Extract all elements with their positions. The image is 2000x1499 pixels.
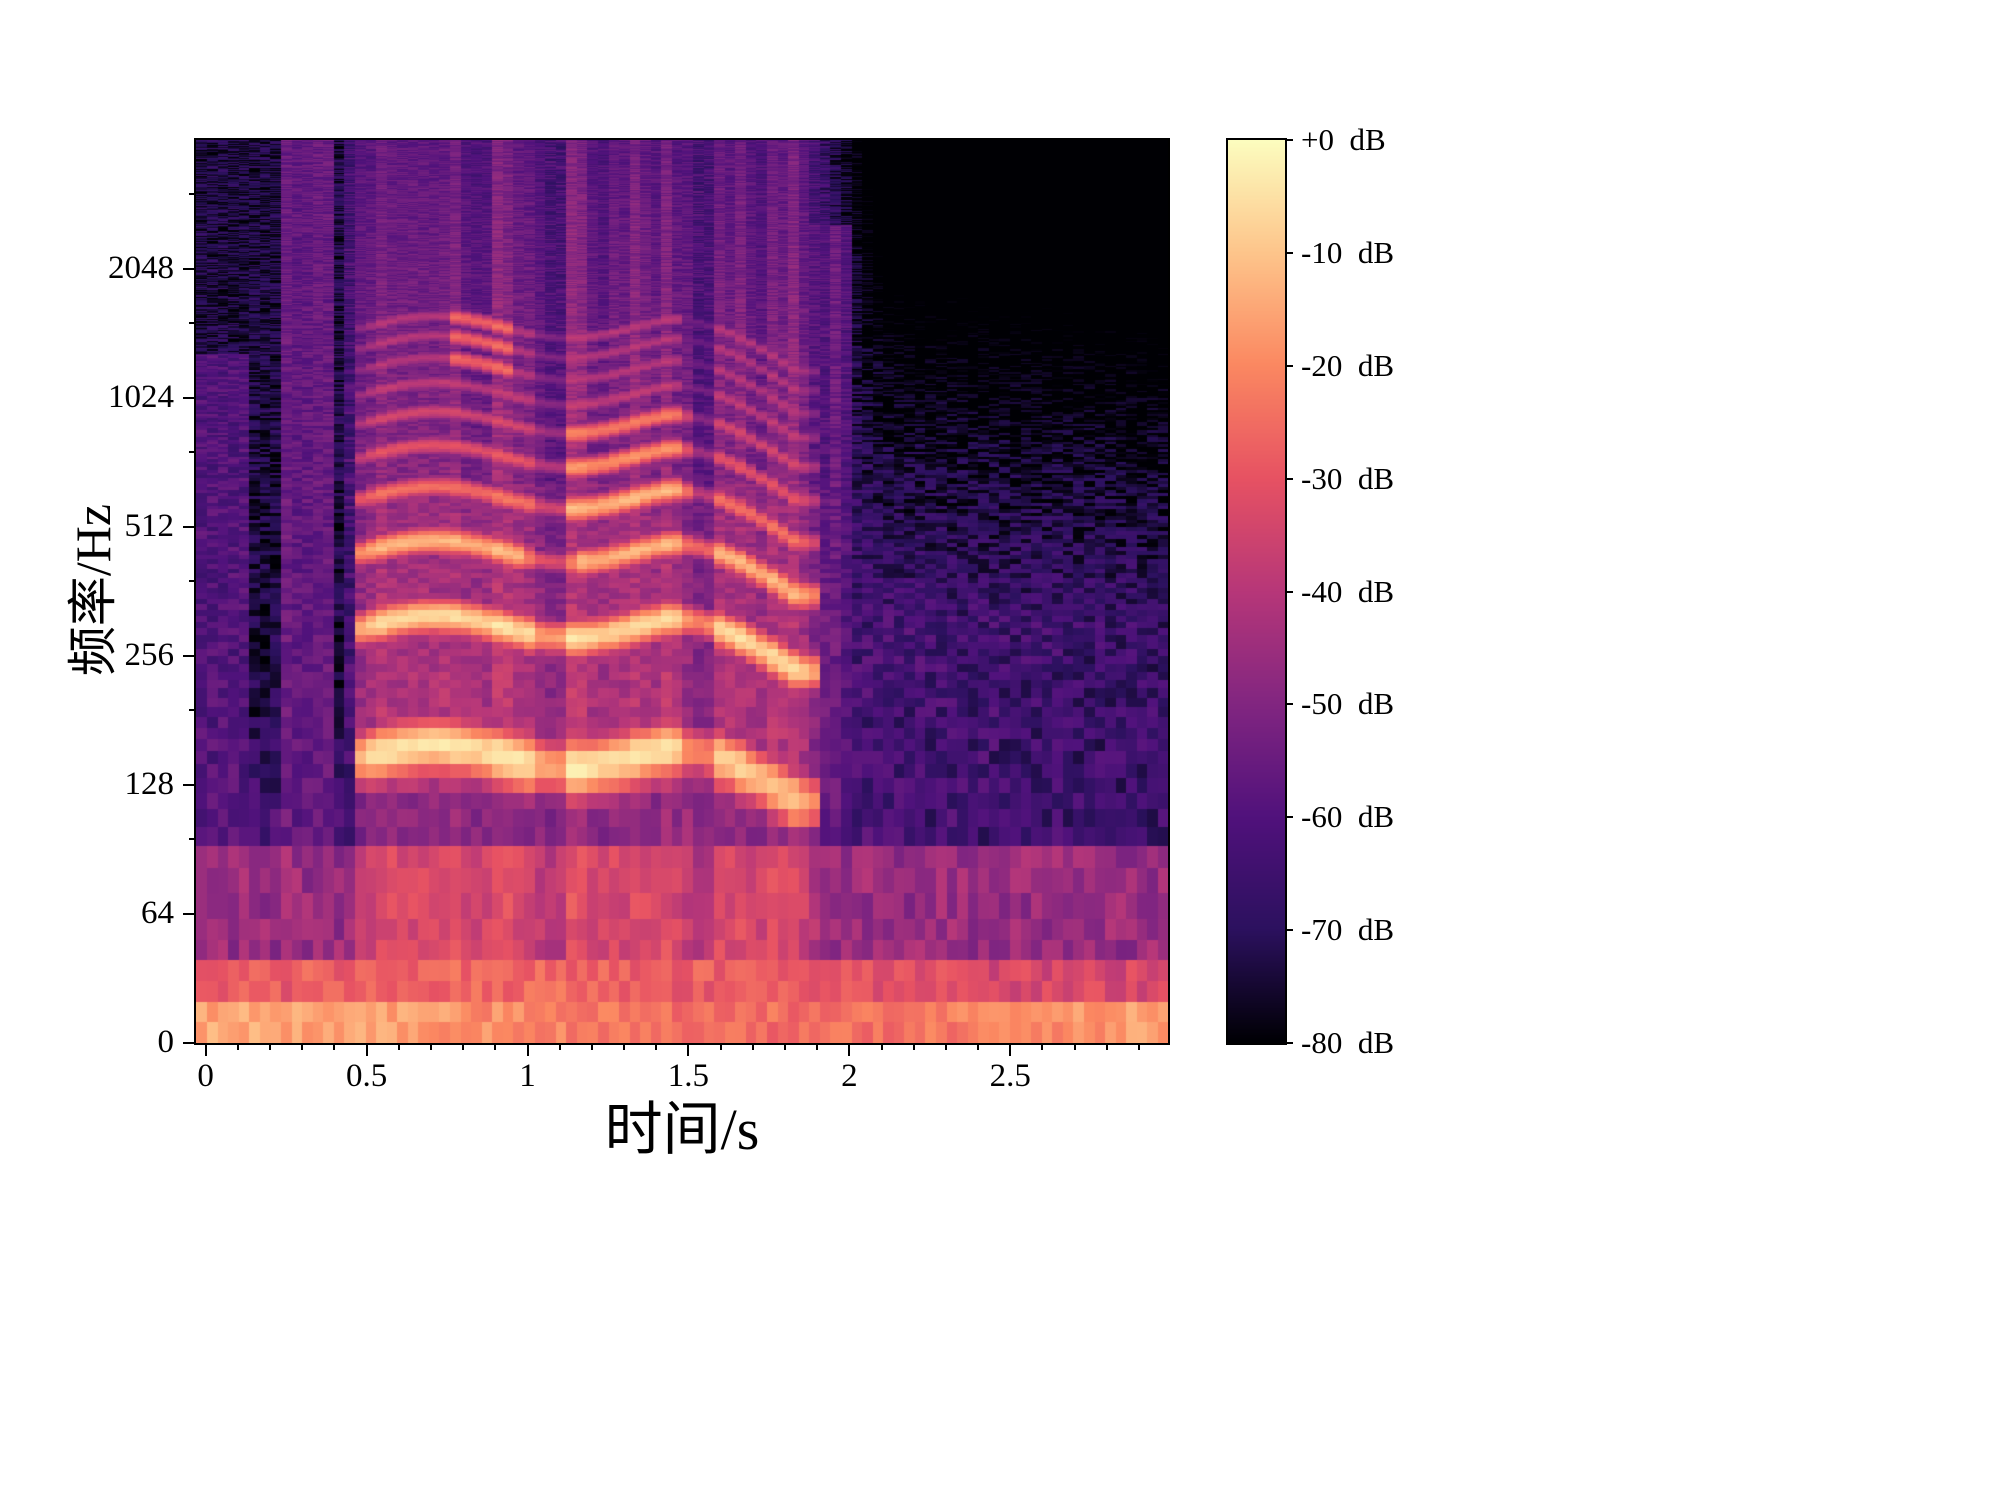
y-axis-title: 频率/Hz xyxy=(65,503,121,677)
x-tick-label: 0.5 xyxy=(345,1058,388,1094)
x-minor-tick xyxy=(751,1043,754,1050)
x-minor-tick xyxy=(462,1043,465,1050)
x-major-tick xyxy=(365,1043,368,1056)
x-minor-tick xyxy=(1105,1043,1108,1050)
x-minor-tick xyxy=(944,1043,947,1050)
x-minor-tick xyxy=(912,1043,915,1050)
spectrogram-heatmap xyxy=(196,140,1168,1043)
x-tick-label: 2.5 xyxy=(989,1058,1031,1094)
x-minor-tick xyxy=(429,1043,432,1050)
colorbar-label: -40 dB xyxy=(1301,573,1394,609)
y-tick-label: 0 xyxy=(157,1024,175,1060)
colorbar-tick xyxy=(1287,929,1293,932)
x-axis-title: 时间/s xyxy=(604,1097,760,1162)
y-major-tick xyxy=(183,1042,196,1044)
y-major-tick xyxy=(183,526,196,528)
x-major-tick xyxy=(1009,1043,1012,1056)
x-minor-tick xyxy=(397,1043,400,1050)
colorbar-label: -10 dB xyxy=(1301,234,1394,270)
colorbar-label: -60 dB xyxy=(1301,799,1394,835)
y-major-tick xyxy=(183,784,196,786)
x-major-tick xyxy=(848,1043,851,1056)
x-minor-tick xyxy=(1041,1043,1044,1050)
x-minor-tick xyxy=(655,1043,658,1050)
colorbar-tick xyxy=(1287,590,1293,593)
y-minor-tick xyxy=(189,450,196,453)
x-major-tick xyxy=(687,1043,690,1056)
colorbar-label: -20 dB xyxy=(1301,347,1394,383)
x-major-tick xyxy=(204,1043,207,1056)
colorbar-gradient xyxy=(1228,140,1285,1043)
y-tick-label: 512 xyxy=(124,508,175,544)
colorbar-label: +0 dB xyxy=(1301,122,1386,157)
colorbar-tick xyxy=(1287,477,1293,480)
x-minor-tick xyxy=(590,1043,593,1050)
x-minor-tick xyxy=(1138,1043,1141,1050)
y-major-tick xyxy=(183,913,196,915)
x-tick-label: 2 xyxy=(841,1058,858,1094)
x-minor-tick xyxy=(494,1043,497,1050)
x-minor-tick xyxy=(719,1043,722,1050)
y-tick-label: 128 xyxy=(124,766,175,802)
x-minor-tick xyxy=(816,1043,819,1050)
y-tick-label: 2048 xyxy=(108,250,174,286)
x-minor-tick xyxy=(269,1043,272,1050)
colorbar-label: -30 dB xyxy=(1301,460,1394,496)
x-minor-tick xyxy=(236,1043,239,1050)
colorbar-tick xyxy=(1287,816,1293,819)
y-minor-tick xyxy=(189,192,196,195)
x-tick-label: 0 xyxy=(197,1058,214,1094)
x-minor-tick xyxy=(301,1043,304,1050)
y-major-tick xyxy=(183,655,196,657)
colorbar-tick xyxy=(1287,139,1293,141)
y-minor-tick xyxy=(189,579,196,582)
colorbar-tick xyxy=(1287,364,1293,367)
colorbar-tick xyxy=(1287,703,1293,706)
y-tick-label: 64 xyxy=(141,895,174,931)
colorbar-label: -50 dB xyxy=(1301,686,1394,722)
colorbar-tick xyxy=(1287,251,1293,254)
y-tick-label: 256 xyxy=(124,637,175,673)
x-minor-tick xyxy=(623,1043,626,1050)
y-tick-label: 1024 xyxy=(108,379,174,415)
y-minor-tick xyxy=(189,837,196,840)
y-minor-tick xyxy=(189,708,196,711)
x-tick-label: 1.5 xyxy=(667,1058,710,1094)
x-minor-tick xyxy=(333,1043,336,1050)
x-tick-label: 1 xyxy=(519,1058,536,1094)
y-major-tick xyxy=(183,268,196,270)
colorbar-tick xyxy=(1287,1042,1293,1044)
x-minor-tick xyxy=(977,1043,980,1050)
colorbar-label: -80 dB xyxy=(1301,1025,1394,1060)
x-minor-tick xyxy=(1073,1043,1076,1050)
x-minor-tick xyxy=(783,1043,786,1050)
colorbar-label: -70 dB xyxy=(1301,912,1394,948)
y-major-tick xyxy=(183,397,196,399)
x-minor-tick xyxy=(558,1043,561,1050)
x-major-tick xyxy=(526,1043,529,1056)
y-minor-tick xyxy=(189,321,196,324)
x-minor-tick xyxy=(880,1043,883,1050)
